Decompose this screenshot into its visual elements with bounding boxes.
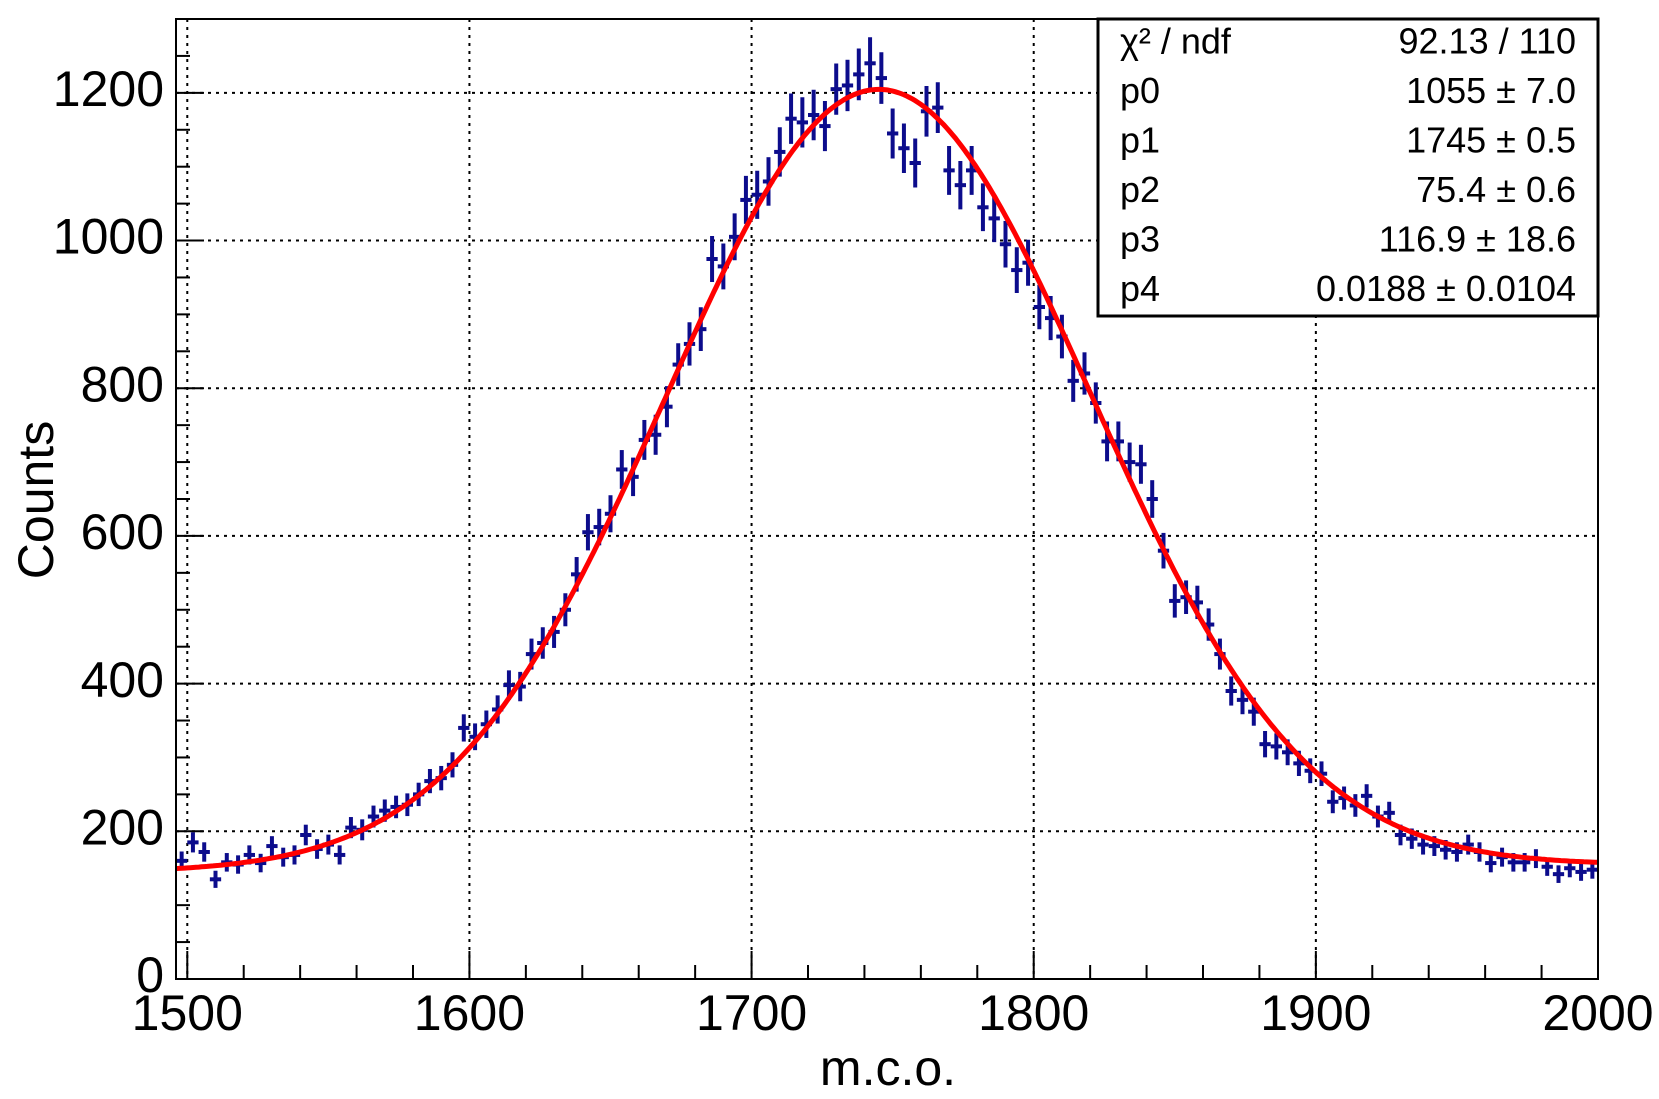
y-tick-label: 1200	[53, 61, 164, 117]
y-tick-label: 0	[136, 947, 164, 1003]
y-tick-label: 1000	[53, 209, 164, 265]
x-tick-label: 1700	[696, 985, 807, 1041]
stats-value: 116.9 ± 18.6	[1379, 218, 1576, 259]
stats-value: 1055 ± 7.0	[1406, 70, 1576, 111]
x-tick-label: 1500	[132, 985, 243, 1041]
stats-value: 0.0188 ± 0.0104	[1316, 268, 1576, 309]
x-axis-label: m.c.o.	[820, 1040, 956, 1096]
stats-value: 75.4 ± 0.6	[1416, 169, 1576, 210]
stats-box	[1096, 17, 1600, 318]
fit-curve	[175, 86, 1599, 872]
y-tick-label: 800	[81, 356, 164, 412]
x-tick-label: 1900	[1260, 985, 1371, 1041]
y-tick-label: 600	[81, 504, 164, 560]
y-axis-label: Counts	[8, 421, 64, 579]
stats-label: p3	[1120, 218, 1160, 259]
stats-label: χ² / ndf	[1120, 20, 1232, 61]
y-tick-label: 400	[81, 652, 164, 708]
stats-label: p1	[1120, 119, 1160, 160]
stats-label: p2	[1120, 169, 1160, 210]
plot-frame	[175, 18, 1599, 980]
stats-label: p4	[1120, 268, 1160, 309]
x-tick-label: 1800	[978, 985, 1089, 1041]
y-tick-label: 200	[81, 800, 164, 856]
stats-label: p0	[1120, 70, 1160, 111]
stats-value: 1745 ± 0.5	[1406, 119, 1576, 160]
x-tick-label: 2000	[1542, 985, 1653, 1041]
x-tick-label: 1600	[414, 985, 525, 1041]
stats-value: 92.13 / 110	[1399, 20, 1577, 61]
